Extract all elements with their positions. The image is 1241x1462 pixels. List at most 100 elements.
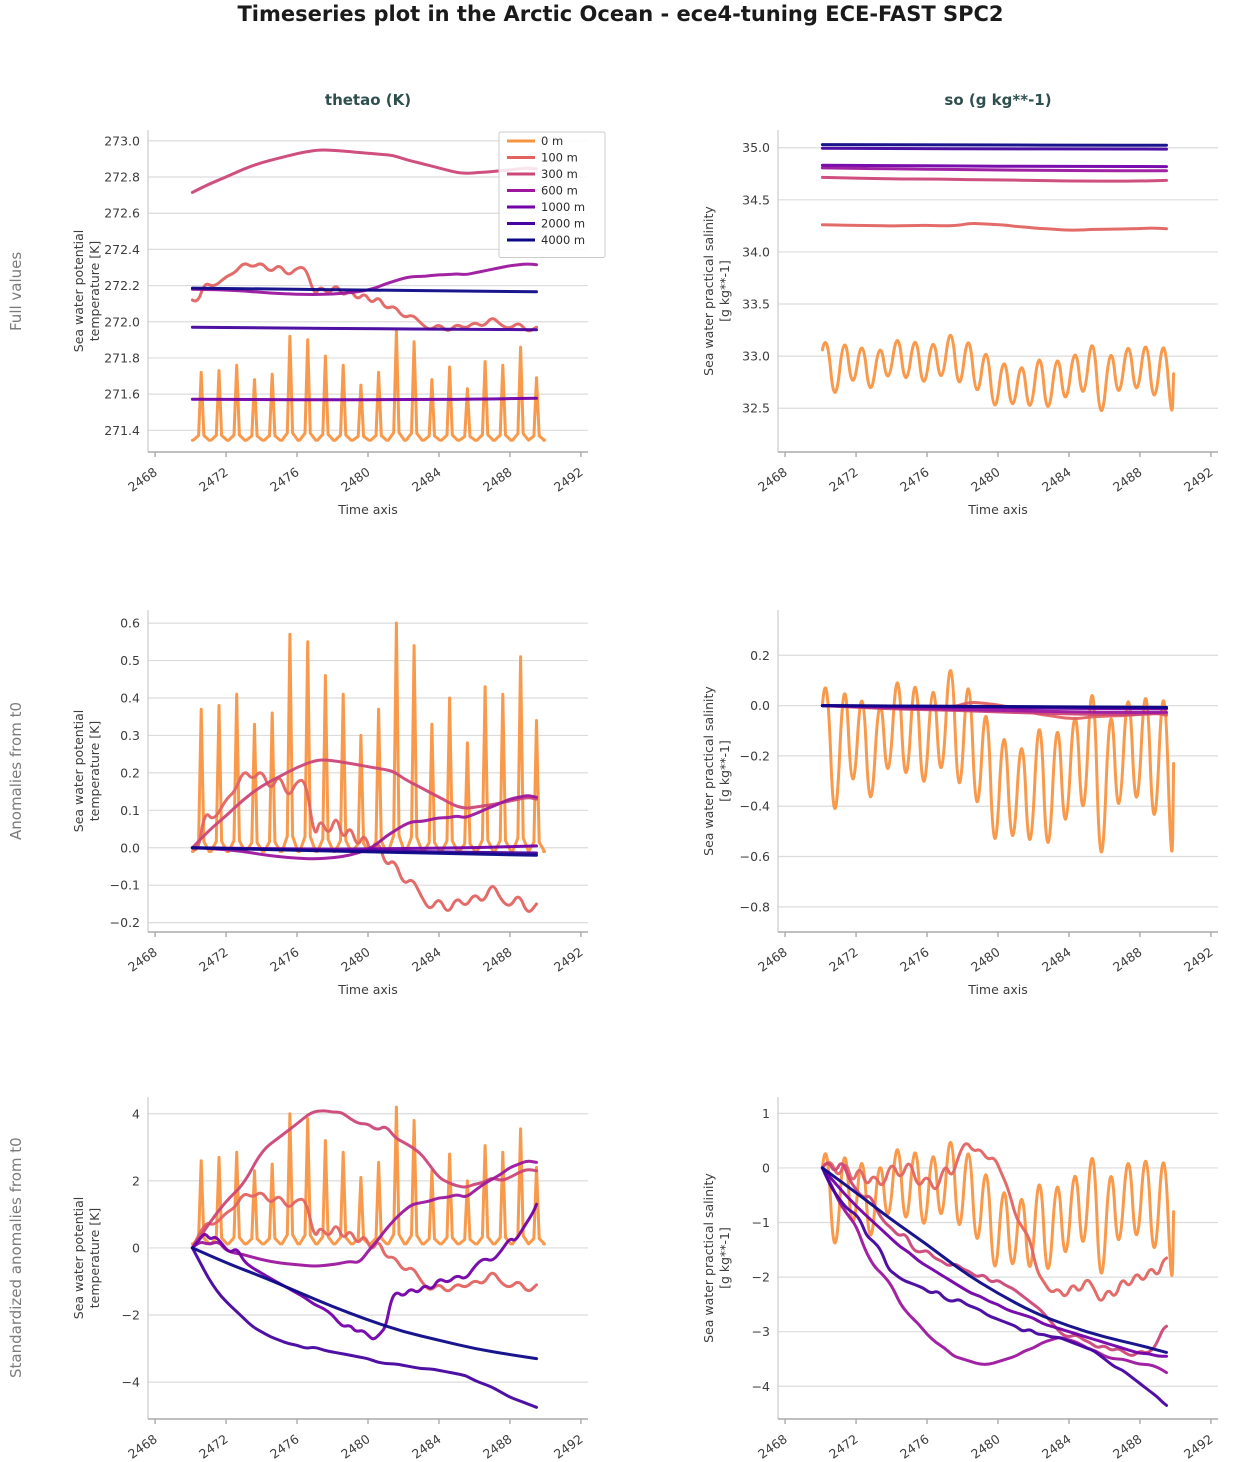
series-1000m xyxy=(190,1202,538,1341)
y-tick-label: 0.4 xyxy=(120,690,140,705)
y-axis-label: Sea water practical salinity xyxy=(701,1173,716,1343)
y-axis-label: temperature [K] xyxy=(87,1208,102,1309)
x-tick-label: 2472 xyxy=(826,944,861,975)
x-tick-label: 2492 xyxy=(1181,464,1216,495)
y-tick-label: −2 xyxy=(752,1270,770,1285)
x-tick-label: 2480 xyxy=(338,464,373,495)
series-100m xyxy=(190,1191,538,1293)
x-tick-label: 2468 xyxy=(755,464,790,495)
x-tick-label: 2480 xyxy=(968,464,1003,495)
x-tick-label: 2484 xyxy=(1039,944,1074,975)
series-2000m xyxy=(190,1246,538,1409)
y-tick-label: −2 xyxy=(122,1308,140,1323)
x-tick-label: 2472 xyxy=(826,464,861,495)
series-600m xyxy=(190,794,538,861)
y-tick-label: 0.0 xyxy=(120,840,140,855)
y-tick-label: 0.0 xyxy=(750,698,770,713)
x-tick-label: 2480 xyxy=(338,944,373,975)
series-0m xyxy=(190,621,546,853)
y-tick-label: 35.0 xyxy=(742,140,770,155)
x-tick-label: 2488 xyxy=(480,944,515,975)
x-tick-label: 2484 xyxy=(1039,1431,1074,1462)
series-2000m xyxy=(190,325,538,332)
y-tick-label: −0.8 xyxy=(740,899,770,914)
y-tick-label: 0.2 xyxy=(120,765,140,780)
series-1000m xyxy=(820,1166,1168,1358)
series-300m xyxy=(820,1162,1168,1357)
y-axis-label: Sea water practical salinity xyxy=(701,686,716,856)
x-tick-label: 2492 xyxy=(1181,944,1216,975)
x-tick-label: 2492 xyxy=(551,944,586,975)
x-axis-label: Time axis xyxy=(967,502,1028,517)
y-axis-label: Sea water practical salinity xyxy=(701,206,716,376)
x-tick-label: 2492 xyxy=(551,1431,586,1462)
series-600m xyxy=(190,1159,538,1268)
column-header-thetao: thetao (K) xyxy=(324,91,412,109)
series-100m xyxy=(190,771,538,913)
legend: 0 m 100 m 300 m 600 m 1000 m 2000 m 4000 m xyxy=(498,131,606,258)
y-tick-label: −0.1 xyxy=(110,878,140,893)
x-tick-label: 2480 xyxy=(338,1431,373,1462)
y-tick-label: 33.5 xyxy=(742,297,770,312)
row-label-standardized-anomalies: Standardized anomalies from t0 xyxy=(7,1137,25,1379)
row-label-anomalies: Anomalies from t0 xyxy=(7,702,25,840)
y-axis-label: [g kg**-1] xyxy=(717,740,732,802)
y-tick-label: 0 xyxy=(132,1240,140,1255)
y-tick-label: 272.4 xyxy=(104,242,140,257)
y-tick-label: 34.5 xyxy=(742,192,770,207)
series-4000m xyxy=(820,704,1168,709)
x-tick-label: 2480 xyxy=(968,944,1003,975)
y-tick-label: 272.2 xyxy=(104,278,140,293)
x-tick-label: 2468 xyxy=(125,944,160,975)
x-tick-label: 2488 xyxy=(480,1431,515,1462)
chart-so-std-anomaly: −4−3−2−1012468247224762480248424882492Ti… xyxy=(701,1097,1218,1462)
x-axis-label: Time axis xyxy=(967,982,1028,997)
y-tick-label: 1 xyxy=(762,1106,770,1121)
y-tick-label: 33.0 xyxy=(742,349,770,364)
y-tick-label: 0.6 xyxy=(120,616,140,631)
y-axis-label: Sea water potential xyxy=(71,230,86,352)
y-axis-label: Sea water potential xyxy=(71,1197,86,1319)
x-axis-label: Time axis xyxy=(337,502,398,517)
y-tick-label: −4 xyxy=(752,1379,770,1394)
x-tick-label: 2492 xyxy=(1181,1431,1216,1462)
x-tick-label: 2484 xyxy=(1039,464,1074,495)
x-tick-label: 2484 xyxy=(409,464,444,495)
x-tick-label: 2476 xyxy=(267,944,302,975)
series-0m xyxy=(820,333,1176,413)
series-300m xyxy=(190,148,538,194)
y-tick-label: −1 xyxy=(752,1215,770,1230)
y-tick-label: −4 xyxy=(122,1375,140,1390)
series-100m xyxy=(820,221,1168,232)
x-tick-label: 2476 xyxy=(267,464,302,495)
chart-so-full: 32.5 33.0 33.5 34.0 34.5 35.0 2468 2472 2476 2480… xyxy=(701,130,1218,517)
y-tick-label: 2 xyxy=(132,1173,140,1188)
series-4000m xyxy=(190,846,538,857)
x-tick-label: 2488 xyxy=(1110,1431,1145,1462)
y-tick-label: −0.2 xyxy=(110,915,140,930)
series-0m xyxy=(190,1105,546,1246)
x-axis-label: Time axis xyxy=(337,982,398,997)
series-1000m xyxy=(820,163,1168,169)
legend-label-1000m: 1000 m xyxy=(541,200,585,214)
x-tick-label: 2476 xyxy=(897,1431,932,1462)
series-0m xyxy=(190,329,546,442)
series-2000m xyxy=(820,1166,1168,1407)
x-tick-label: 2484 xyxy=(409,944,444,975)
y-tick-label: 0.2 xyxy=(750,648,770,663)
legend-label-600m: 600 m xyxy=(541,184,578,198)
y-tick-label: −0.6 xyxy=(740,849,770,864)
x-tick-label: 2468 xyxy=(125,1431,160,1462)
legend-label-100m: 100 m xyxy=(541,151,578,165)
y-tick-label: −3 xyxy=(752,1324,770,1339)
series-600m xyxy=(820,166,1168,173)
x-tick-label: 2472 xyxy=(196,464,231,495)
series-4000m xyxy=(190,286,538,294)
y-tick-label: −0.4 xyxy=(740,799,770,814)
series-300m xyxy=(190,758,538,850)
y-tick-label: 272.0 xyxy=(104,314,140,329)
y-tick-label: 0 xyxy=(762,1160,770,1175)
y-axis-label: temperature [K] xyxy=(87,241,102,342)
y-tick-label: 271.6 xyxy=(104,387,140,402)
